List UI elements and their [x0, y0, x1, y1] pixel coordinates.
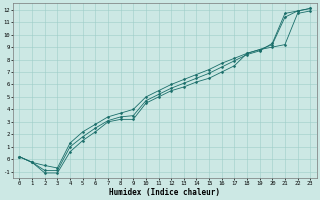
X-axis label: Humidex (Indice chaleur): Humidex (Indice chaleur) — [109, 188, 220, 197]
